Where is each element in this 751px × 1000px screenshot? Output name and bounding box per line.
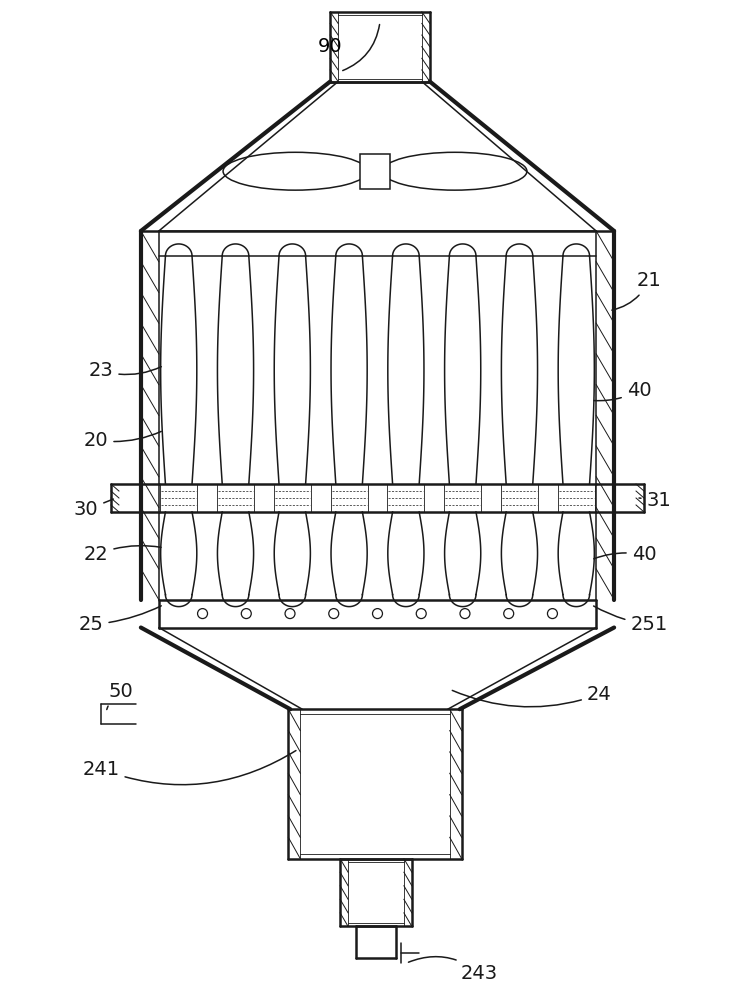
Text: 30: 30 [74, 499, 113, 519]
Text: 21: 21 [612, 271, 662, 310]
Text: 23: 23 [89, 361, 161, 380]
Text: 31: 31 [639, 491, 671, 510]
Text: 24: 24 [452, 685, 611, 707]
Text: 50: 50 [107, 682, 134, 710]
Text: 22: 22 [83, 545, 161, 564]
Text: 25: 25 [79, 606, 161, 634]
Text: 40: 40 [594, 381, 651, 401]
Text: 243: 243 [409, 957, 498, 983]
FancyBboxPatch shape [360, 154, 390, 189]
Text: 90: 90 [318, 37, 342, 56]
Text: 40: 40 [594, 545, 656, 564]
Text: 20: 20 [83, 431, 161, 450]
Text: 251: 251 [593, 606, 668, 634]
Text: 241: 241 [83, 751, 296, 785]
